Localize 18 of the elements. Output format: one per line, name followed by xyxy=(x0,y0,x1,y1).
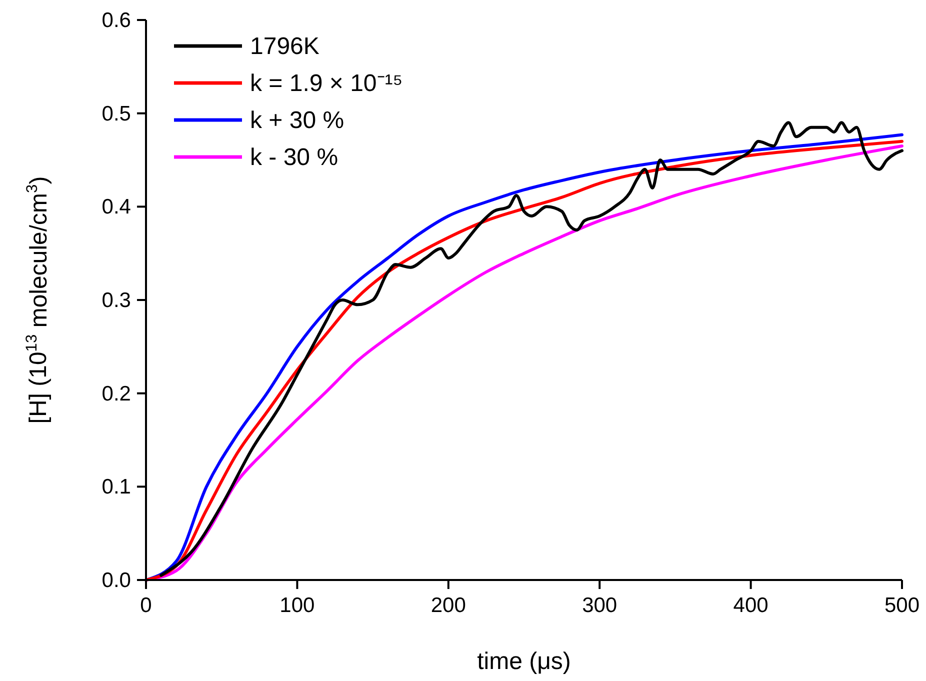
x-axis-title: time (μs) xyxy=(477,648,571,675)
x-tick-label: 300 xyxy=(582,594,618,617)
legend-label: k = 1.9 × 10⁻¹⁵ xyxy=(250,70,403,97)
legend-label: 1796K xyxy=(250,33,320,60)
y-tick-label: 0.5 xyxy=(102,102,131,126)
y-tick-label: 0.2 xyxy=(102,382,131,406)
legend-label: k - 30 % xyxy=(250,144,338,171)
x-tick-label: 400 xyxy=(733,594,768,617)
x-tick-label: 0 xyxy=(140,594,152,617)
y-tick-label: 0.4 xyxy=(102,196,132,219)
y-tick-label: 0.1 xyxy=(102,476,131,499)
x-tick-label: 100 xyxy=(280,594,315,617)
y-tick-label: 0.6 xyxy=(102,9,131,32)
y-tick-label: 0.0 xyxy=(102,569,131,592)
x-tick-label: 200 xyxy=(430,594,466,617)
legend-label: k + 30 % xyxy=(250,107,344,134)
y-tick-label: 0.3 xyxy=(102,289,131,312)
x-tick-label: 500 xyxy=(884,594,920,617)
